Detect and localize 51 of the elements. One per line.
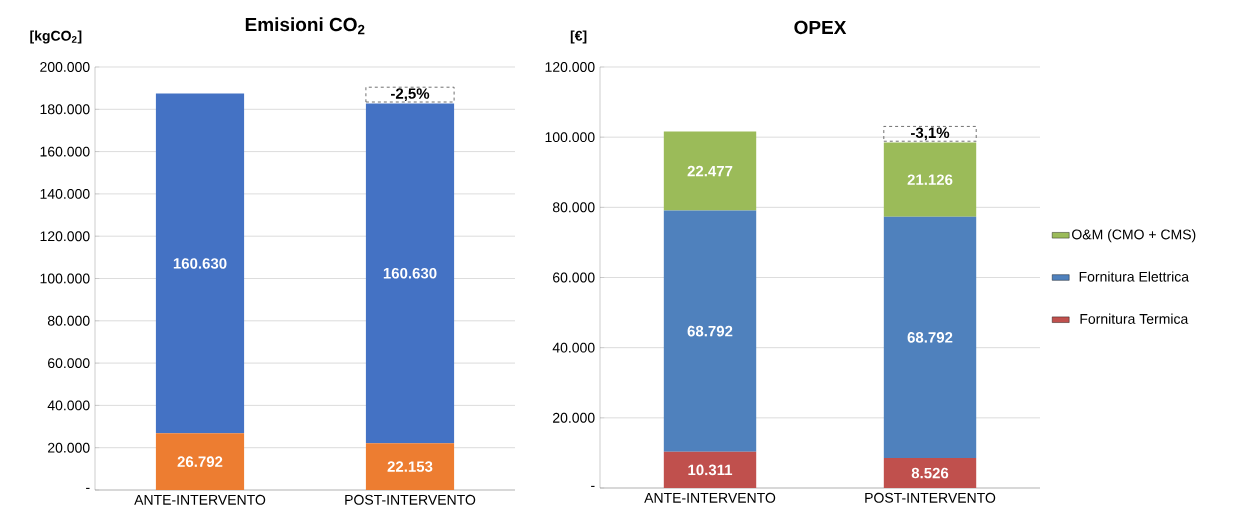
- legend-label: Fornitura Termica: [1080, 313, 1189, 324]
- bar: [883, 216, 977, 459]
- legend-label: Fornitura Elettrica: [1079, 271, 1190, 282]
- bar: [663, 451, 757, 488]
- data-label: 160.630: [173, 258, 227, 269]
- y-tick-label: 120.000: [545, 62, 595, 72]
- data-label: 22.153: [387, 461, 433, 472]
- y-tick-label: 40.000: [47, 400, 90, 411]
- x-tick-label: POST-INTERVENTO: [345, 494, 476, 505]
- y-tick-label: 160.000: [40, 146, 90, 157]
- y-tick-label: 20.000: [553, 412, 595, 423]
- y-tick-label: 100.000: [545, 132, 595, 143]
- bar: [663, 210, 757, 452]
- data-label: 160.630: [383, 267, 437, 279]
- y-tick-label: 40.000: [552, 342, 595, 353]
- bar: [365, 103, 455, 444]
- annotation: -3,1%: [911, 127, 950, 141]
- x-tick-label: POST-INTERVENTO: [865, 492, 996, 503]
- x-tick-label: ANTE-INTERVENTO: [134, 494, 266, 505]
- y-tick-label: 60.000: [48, 358, 90, 369]
- bar: [663, 131, 757, 211]
- y-tick-label: 80.000: [552, 202, 595, 213]
- annotation: -2,5%: [391, 88, 430, 102]
- y-tick-label: 200.000: [40, 62, 90, 72]
- data-label: 26.792: [177, 456, 223, 467]
- bar: [365, 443, 455, 490]
- y-tick-label: 20.000: [48, 442, 90, 453]
- legend-label: O&M (CMO + CMS): [1072, 229, 1196, 243]
- x-tick-label: ANTE-INTERVENTO: [644, 492, 776, 503]
- y-tick-label: 180.000: [40, 104, 90, 115]
- bar: [883, 142, 977, 217]
- y-tick-label: 120.000: [40, 231, 90, 242]
- data-label: 21.126: [907, 174, 953, 185]
- y-axis-title: [€]: [570, 30, 587, 44]
- bar: [155, 93, 245, 434]
- y-tick-label: -: [591, 485, 595, 487]
- y-tick-label: 80.000: [47, 315, 90, 326]
- data-label: 10.311: [688, 464, 733, 476]
- y-tick-label: 100.000: [40, 273, 90, 284]
- data-label: 8.526: [911, 467, 949, 479]
- chart-title: OPEX: [794, 20, 847, 35]
- bar: [883, 458, 977, 488]
- bar: [155, 433, 245, 490]
- data-label: 22.477: [687, 165, 733, 177]
- data-label: 68.792: [907, 332, 953, 343]
- y-tick-label: 60.000: [553, 272, 595, 283]
- y-tick-label: 140.000: [40, 188, 90, 199]
- y-axis-title: [kgCO$_{2}$]: [30, 30, 82, 44]
- chart-title: Emisioni CO$_{2}$: [245, 17, 365, 35]
- data-label: 68.792: [687, 325, 733, 337]
- y-tick-label: -: [86, 487, 90, 489]
